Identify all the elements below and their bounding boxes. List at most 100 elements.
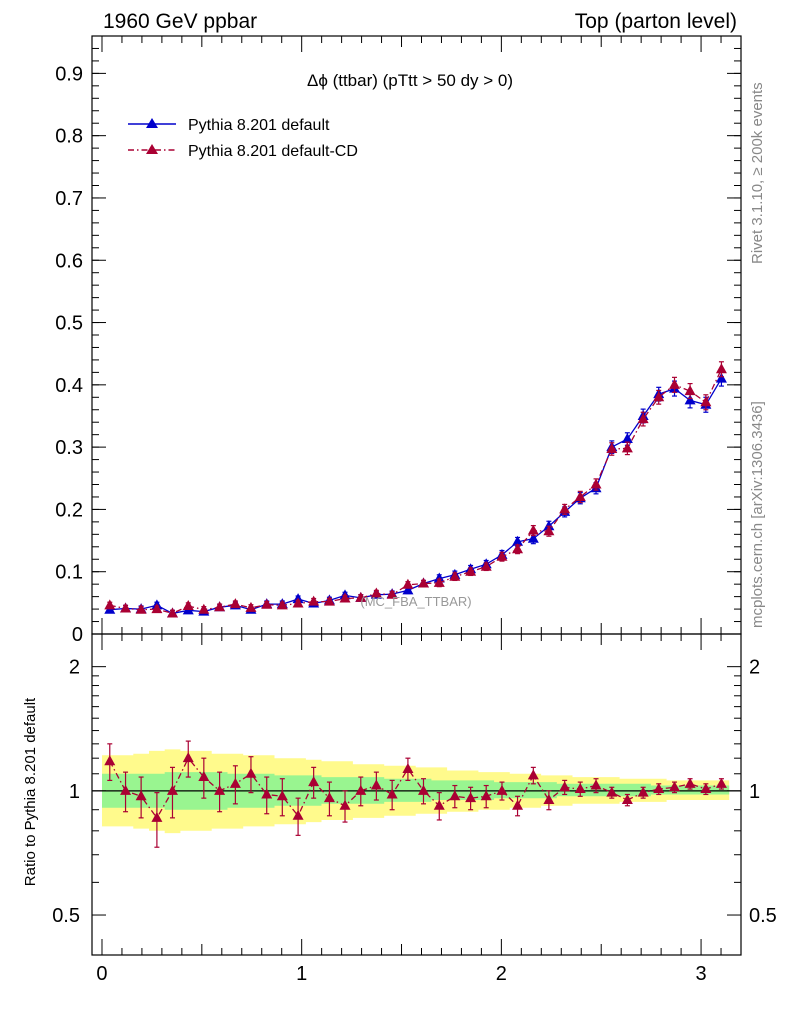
- data-point-default-cd-8: [229, 598, 241, 609]
- data-point-ratio-default-cd-33: [621, 794, 633, 805]
- data-point-ratio-default-cd-39: [715, 777, 727, 788]
- data-point-default-cd-31: [590, 478, 602, 489]
- data-point-ratio-default-cd-13: [308, 776, 320, 787]
- data-point-default-cd-20: [417, 577, 429, 588]
- data-point-default-cd-28: [543, 525, 555, 536]
- data-point-ratio-default-cd-23: [465, 792, 477, 803]
- data-point-default-cd-11: [276, 599, 288, 610]
- legend-label-default: Pythia 8.201 default: [188, 117, 330, 134]
- data-point-default-26: [512, 535, 524, 546]
- data-point-ratio-default-cd-38: [700, 783, 712, 794]
- data-point-ratio-default-cd-6: [198, 771, 210, 782]
- data-point-default-cd-29: [559, 503, 571, 514]
- data-point-default-37: [684, 394, 696, 405]
- data-point-ratio-default-cd-4: [166, 784, 178, 795]
- ratio-xtick-label-1: 1: [296, 963, 307, 985]
- series-line-default: [109, 378, 722, 615]
- data-point-ratio-default-cd-12: [292, 809, 304, 820]
- data-point-ratio-default-cd-10: [261, 788, 273, 799]
- rivet-label: Rivet 3.1.10, ≥ 200k events: [749, 82, 766, 264]
- main-ytick-label-4: 0.4: [55, 375, 83, 397]
- data-point-default-cd-1: [120, 602, 132, 613]
- data-point-ratio-default-cd-9: [245, 767, 257, 778]
- data-point-ratio-default-cd-15: [339, 799, 351, 810]
- ratio-ytick-label-left-1: 1: [69, 781, 80, 803]
- data-point-ratio-default-cd-37: [684, 777, 696, 788]
- ratio-ytick-label-left-2: 2: [69, 657, 80, 679]
- ratio-ytick-label-left-0: 0.5: [52, 905, 80, 927]
- ratio-xtick-label-3: 3: [695, 963, 706, 985]
- data-point-ratio-default-cd-26: [512, 799, 524, 810]
- analysis-watermark: (MC_FBA_TTBAR): [360, 594, 471, 609]
- data-point-default-cd-14: [323, 595, 335, 606]
- data-point-ratio-default-cd-19: [402, 762, 414, 773]
- main-ytick-label-3: 0.3: [55, 437, 83, 459]
- data-point-ratio-default-cd-8: [229, 777, 241, 788]
- main-ytick-label-0: 0: [72, 624, 83, 646]
- data-point-default-cd-7: [214, 601, 226, 612]
- plot-title: Δϕ (ttbar) (pTtt > 50 dy > 0): [307, 71, 513, 90]
- legend: Pythia 8.201 default Pythia 8.201 defaul…: [128, 117, 358, 160]
- legend-label-default-cd: Pythia 8.201 default-CD: [188, 143, 358, 160]
- data-point-default-39: [715, 372, 727, 383]
- data-point-default-cd-16: [355, 591, 367, 602]
- data-point-ratio-default-cd-35: [653, 783, 665, 794]
- ratio-xtick-label-0: 0: [96, 963, 107, 985]
- data-point-ratio-default-cd-28: [543, 794, 555, 805]
- data-point-ratio-default-cd-11: [276, 790, 288, 801]
- data-point-ratio-default-cd-27: [527, 769, 539, 780]
- data-point-ratio-default-cd-31: [590, 779, 602, 790]
- data-point-default-cd-27: [527, 524, 539, 535]
- data-point-default-cd-5: [182, 599, 194, 610]
- data-point-default-19: [402, 584, 414, 595]
- data-point-default-cd-17: [370, 587, 382, 598]
- data-point-default-cd-2: [135, 603, 147, 614]
- data-point-ratio-default-cd-30: [574, 783, 586, 794]
- main-ytick-label-1: 0.1: [55, 562, 83, 584]
- data-point-ratio-default-cd-29: [559, 781, 571, 792]
- data-point-ratio-default-cd-0: [104, 755, 116, 766]
- ratio-ylabel: Ratio to Pythia 8.201 default: [22, 697, 39, 886]
- data-point-ratio-default-cd-5: [182, 752, 194, 763]
- data-point-ratio-default-cd-1: [120, 784, 132, 795]
- legend-entry-default: Pythia 8.201 default: [128, 117, 330, 134]
- data-point-ratio-default-cd-32: [606, 786, 618, 797]
- data-point-ratio-default-cd-18: [386, 788, 398, 799]
- legend-entry-default-cd: Pythia 8.201 default-CD: [128, 143, 358, 160]
- data-point-default-27: [527, 532, 539, 543]
- main-ytick-label-8: 0.8: [55, 126, 83, 148]
- main-ytick-label-9: 0.9: [55, 63, 83, 85]
- data-point-ratio-default-cd-3: [151, 811, 163, 822]
- data-point-default-cd-10: [261, 598, 273, 609]
- data-point-default-cd-26: [512, 543, 524, 554]
- main-ytick-label-2: 0.2: [55, 499, 83, 521]
- data-point-default-cd-38: [700, 396, 712, 407]
- main-ytick-label-6: 0.6: [55, 250, 83, 272]
- legend-marker-default-cd: [146, 144, 158, 154]
- data-point-default-cd-32: [606, 442, 618, 453]
- data-point-default-cd-3: [151, 603, 163, 614]
- data-point-default-cd-19: [402, 578, 414, 589]
- data-point-default-cd-35: [653, 391, 665, 402]
- data-point-ratio-default-cd-22: [449, 790, 461, 801]
- data-point-default-cd-4: [166, 607, 178, 618]
- data-point-default-cd-30: [574, 490, 586, 501]
- data-point-default-33: [621, 433, 633, 444]
- data-point-ratio-default-cd-16: [355, 784, 367, 795]
- series-line-default-cd: [109, 369, 722, 615]
- data-point-ratio-default-cd-24: [480, 790, 492, 801]
- main-plot: 0 0.1 0.2 0.3 0.4 0.5 0.6 0.7 0.8 0.9: [55, 35, 742, 646]
- data-point-default-cd-6: [198, 603, 210, 614]
- data-point-default-cd-18: [386, 588, 398, 599]
- data-point-default-cd-13: [308, 595, 320, 606]
- data-point-default-cd-9: [245, 601, 257, 612]
- data-point-ratio-default-cd-2: [135, 790, 147, 801]
- ratio-frame: [91, 633, 742, 956]
- data-point-ratio-default-cd-36: [669, 781, 681, 792]
- data-point-default-cd-21: [433, 576, 445, 587]
- data-point-ratio-default-cd-25: [496, 784, 508, 795]
- ratio-plot: 0 1 2 3 0.5 0.5 1 1 2 2: [52, 633, 777, 985]
- data-point-default-cd-34: [637, 413, 649, 424]
- data-point-default-cd-39: [715, 363, 727, 374]
